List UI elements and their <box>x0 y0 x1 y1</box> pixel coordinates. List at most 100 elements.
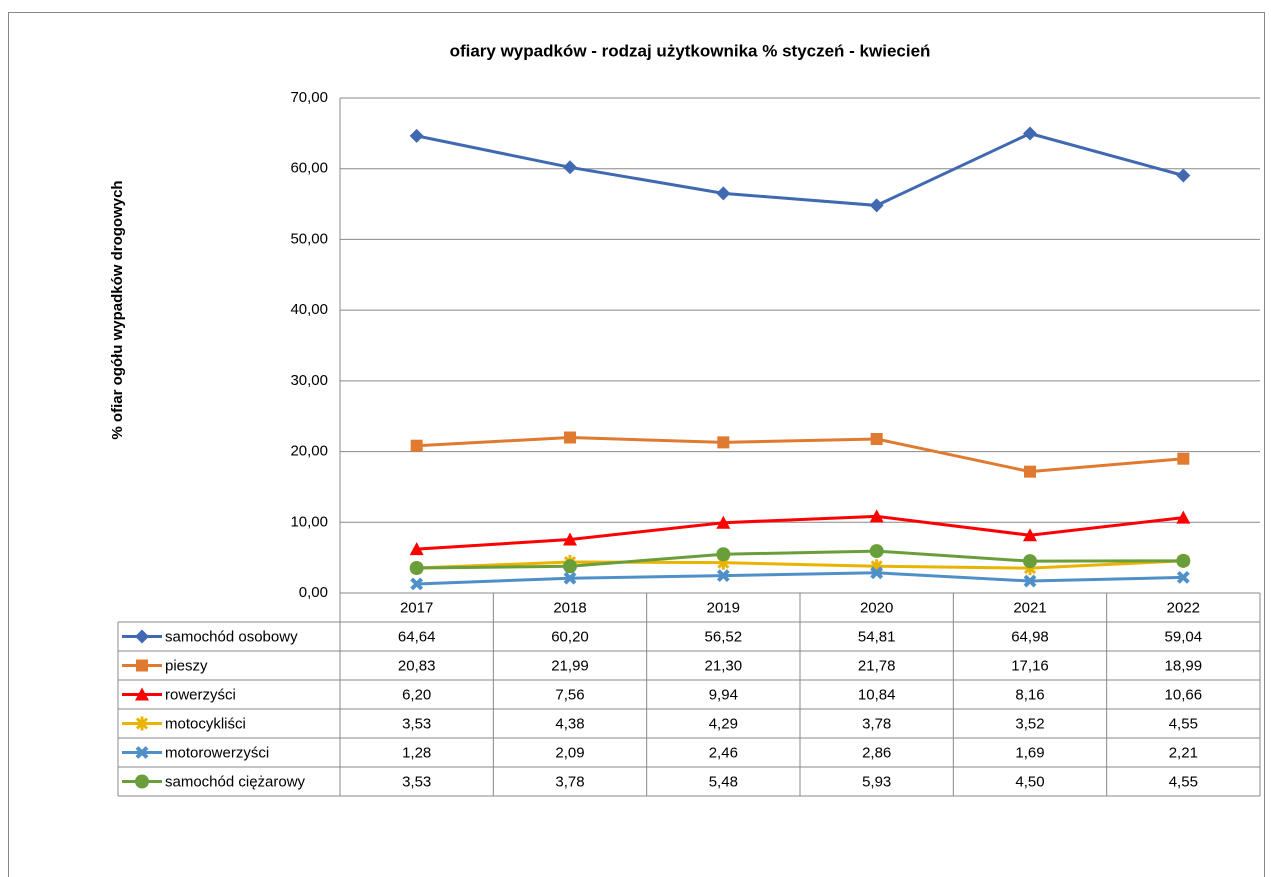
legend-marker <box>135 774 149 789</box>
chart-border <box>8 12 1265 877</box>
marker <box>1176 168 1191 183</box>
table-value: 4,29 <box>709 715 738 732</box>
y-tick-label: 40,00 <box>290 301 328 318</box>
table-value: 1,69 <box>1015 744 1044 761</box>
table-value: 6,20 <box>402 686 431 703</box>
table-value: 3,53 <box>402 715 431 732</box>
marker <box>410 577 424 591</box>
table-value: 18,99 <box>1165 657 1203 674</box>
marker <box>563 559 577 574</box>
marker <box>870 566 884 580</box>
marker <box>1177 452 1190 465</box>
series-line <box>416 559 1184 570</box>
marker <box>717 436 730 449</box>
table-value: 17,16 <box>1011 657 1049 674</box>
chart-title: ofiary wypadków - rodzaj użytkownika % s… <box>450 41 931 60</box>
marker <box>563 532 577 546</box>
marker <box>869 509 884 523</box>
table-value: 3,53 <box>402 773 431 790</box>
marker <box>409 561 424 576</box>
table-value: 10,84 <box>858 686 896 703</box>
table-value: 4,55 <box>1169 715 1198 732</box>
table-value: 64,64 <box>398 628 436 645</box>
x-tick-label: 2020 <box>860 599 893 616</box>
y-tick-label: 0,00 <box>299 584 328 601</box>
legend-label: motocykliści <box>165 715 246 732</box>
table-value: 7,56 <box>555 686 584 703</box>
table-value: 21,78 <box>858 657 896 674</box>
series-line <box>416 571 1184 586</box>
table-value: 10,66 <box>1165 686 1203 703</box>
table-value: 21,99 <box>551 657 589 674</box>
marker <box>563 571 577 585</box>
y-tick-label: 50,00 <box>290 230 328 247</box>
table-value: 3,78 <box>555 773 584 790</box>
legend-marker <box>135 716 149 731</box>
table-value: 60,20 <box>551 628 589 645</box>
marker <box>869 198 884 213</box>
y-tick-label: 30,00 <box>290 372 328 389</box>
y-tick-label: 70,00 <box>290 89 328 106</box>
legend-marker <box>135 629 149 644</box>
marker <box>869 544 884 559</box>
table-value: 5,93 <box>862 773 891 790</box>
marker <box>1176 510 1191 524</box>
marker <box>564 431 576 444</box>
x-tick-label: 2021 <box>1013 599 1046 616</box>
table-value: 2,86 <box>862 744 891 761</box>
legend-marker <box>136 659 148 672</box>
marker <box>1023 126 1037 141</box>
series-line <box>416 514 1184 551</box>
table-value: 21,30 <box>705 657 743 674</box>
table-value: 1,28 <box>402 744 431 761</box>
marker <box>563 160 577 175</box>
table-value: 3,78 <box>862 715 891 732</box>
marker <box>1023 528 1037 542</box>
marker <box>870 432 883 445</box>
series-line <box>416 131 1184 207</box>
legend-label: rowerzyści <box>165 686 236 703</box>
marker <box>409 128 424 143</box>
x-tick-label: 2022 <box>1167 599 1200 616</box>
legend-label: pieszy <box>165 657 208 674</box>
table-value: 64,98 <box>1011 628 1049 645</box>
marker <box>1023 574 1037 588</box>
marker <box>410 439 423 452</box>
marker <box>1024 465 1036 478</box>
table-value: 20,83 <box>398 657 436 674</box>
x-tick-label: 2019 <box>707 599 740 616</box>
marker <box>1023 554 1037 569</box>
marker <box>409 542 424 556</box>
y-axis-title: % ofiar ogółu wypadków drogowych <box>109 180 126 439</box>
y-tick-label: 10,00 <box>290 513 328 530</box>
table-value: 5,48 <box>709 773 738 790</box>
x-tick-label: 2017 <box>400 599 433 616</box>
table-value: 8,16 <box>1015 686 1044 703</box>
table-value: 59,04 <box>1165 628 1203 645</box>
marker <box>716 569 730 583</box>
legend-label: samochód ciężarowy <box>165 773 306 790</box>
marker <box>1176 553 1191 568</box>
legend-marker <box>135 687 149 701</box>
marker <box>716 515 731 529</box>
marker <box>716 547 731 562</box>
series-line <box>416 549 1184 570</box>
table-value: 2,46 <box>709 744 738 761</box>
legend-marker <box>135 746 149 759</box>
table-value: 4,38 <box>555 715 584 732</box>
marker <box>1176 570 1190 584</box>
y-tick-label: 20,00 <box>290 443 328 460</box>
marker <box>716 186 731 201</box>
legend-label: motorowerzyści <box>165 744 269 761</box>
table-value: 4,55 <box>1169 773 1198 790</box>
table-value: 3,52 <box>1015 715 1044 732</box>
y-tick-label: 60,00 <box>290 160 328 177</box>
table-value: 9,94 <box>709 686 738 703</box>
table-value: 56,52 <box>705 628 743 645</box>
legend-label: samochód osobowy <box>165 628 298 645</box>
table-value: 4,50 <box>1015 773 1044 790</box>
table-value: 54,81 <box>858 628 896 645</box>
series-line <box>416 435 1184 474</box>
table-value: 2,21 <box>1169 744 1198 761</box>
